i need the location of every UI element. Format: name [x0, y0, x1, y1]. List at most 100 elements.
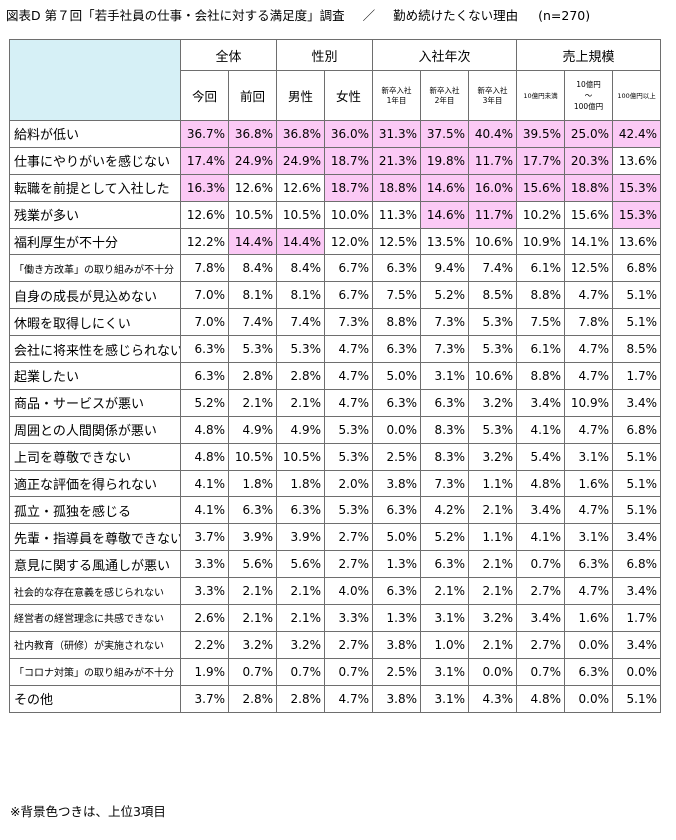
value-cell: 3.4% — [516, 496, 566, 525]
row-label: 孤立・孤独を感じる — [9, 496, 181, 525]
value-cell: 2.1% — [468, 550, 518, 579]
value-cell: 3.1% — [564, 442, 614, 471]
value-cell: 3.2% — [468, 604, 518, 632]
value-cell: 5.1% — [612, 684, 662, 713]
row-label: 社内教育（研修）が実施されない — [9, 630, 181, 659]
value-cell: 8.1% — [276, 281, 326, 310]
column-header-row: 今回 前回 男性 女性 新卒入社 1年目 新卒入社 2年目 新卒入社 3年目 10億円… — [10, 70, 662, 121]
value-cell: 1.0% — [420, 630, 470, 659]
value-cell: 3.1% — [420, 684, 470, 713]
value-cell: 4.8% — [180, 442, 229, 471]
value-cell: 7.3% — [420, 469, 470, 498]
value-cell: 5.0% — [372, 362, 422, 390]
table-row: 起業したい 6.3% 2.8% 2.8% 4.7% 5.0% 3.1% 10.6% 8.8% 4.… — [9, 362, 662, 390]
value-cell: 5.1% — [612, 281, 662, 310]
value-cell: 5.6% — [276, 550, 326, 579]
value-cell: 5.1% — [612, 496, 662, 525]
row-label: 会社に将来性を感じられない — [9, 335, 181, 364]
col-header-previous: 前回 — [227, 70, 278, 121]
table-row: 意見に関する風通しが悪い 3.3% 5.6% 5.6% 2.7% 1.3% 6.3% 2.1%… — [9, 550, 662, 579]
value-cell: 2.1% — [276, 604, 326, 632]
survey-name: 第７回「若手社員の仕事・会社に対する満足度」調査 — [44, 8, 345, 23]
value-cell: 6.1% — [516, 335, 566, 364]
value-cell: 1.1% — [468, 523, 518, 552]
value-cell: 8.1% — [227, 281, 278, 310]
col-header-sales-1b-10b: 10億円～ 100億円 — [564, 70, 614, 121]
value-cell: 7.0% — [180, 308, 229, 337]
value-cell: 14.4% — [276, 227, 326, 256]
value-cell: 10.9% — [516, 227, 566, 256]
row-label: 「働き方改革」の取り組みが不十分 — [9, 254, 181, 283]
table-row: 給料が低い 36.7% 36.8% 36.8% 36.0% 31.3% 37.5% 40.4%… — [9, 120, 662, 148]
table-row: 仕事にやりがいを感じない 17.4% 24.9% 24.9% 18.7% 21.3% 19.… — [9, 146, 662, 175]
value-cell: 1.9% — [180, 657, 229, 686]
value-cell: 40.4% — [468, 120, 518, 148]
footnote: ※背景色つきは、上位3項目 — [10, 804, 166, 819]
value-cell: 7.8% — [564, 308, 614, 337]
table-row: 福利厚生が不十分 12.2% 14.4% 14.4% 12.0% 12.5% 13.5% 10… — [9, 227, 662, 256]
value-cell: 8.8% — [516, 362, 566, 390]
value-cell: 4.7% — [564, 281, 614, 310]
value-cell: 20.3% — [564, 146, 614, 175]
value-cell: 7.0% — [180, 281, 229, 310]
value-cell: 25.0% — [564, 120, 614, 148]
value-cell: 8.8% — [372, 308, 422, 337]
value-cell: 2.1% — [227, 577, 278, 606]
value-cell: 0.0% — [372, 415, 422, 444]
table-row: 適正な評価を得られない 4.1% 1.8% 1.8% 2.0% 3.8% 7.3% 1.1% 4… — [9, 469, 662, 498]
value-cell: 37.5% — [420, 120, 470, 148]
value-cell: 7.5% — [372, 281, 422, 310]
value-cell: 3.8% — [372, 630, 422, 659]
value-cell: 1.7% — [612, 604, 662, 632]
value-cell: 4.7% — [324, 335, 374, 364]
col-header-current: 今回 — [180, 70, 229, 121]
value-cell: 10.5% — [276, 200, 326, 229]
value-cell: 0.0% — [564, 684, 614, 713]
col-header-year-1: 新卒入社 1年目 — [372, 70, 422, 121]
value-cell: 12.0% — [324, 227, 374, 256]
value-cell: 1.7% — [612, 362, 662, 390]
value-cell: 3.2% — [227, 630, 278, 659]
value-cell: 6.3% — [372, 254, 422, 283]
value-cell: 3.4% — [516, 388, 566, 417]
value-cell: 4.1% — [516, 415, 566, 444]
value-cell: 3.1% — [564, 523, 614, 552]
value-cell: 4.7% — [324, 388, 374, 417]
value-cell: 0.7% — [227, 657, 278, 686]
value-cell: 2.1% — [468, 630, 518, 659]
value-cell: 6.3% — [372, 388, 422, 417]
value-cell: 0.0% — [564, 630, 614, 659]
table-row: 会社に将来性を感じられない 6.3% 5.3% 5.3% 4.7% 6.3% 7.3% 5.3… — [9, 335, 662, 364]
value-cell: 6.3% — [564, 657, 614, 686]
value-cell: 3.2% — [468, 442, 518, 471]
value-cell: 4.3% — [468, 684, 518, 713]
figure-id: 図表D — [6, 8, 41, 23]
value-cell: 13.5% — [420, 227, 470, 256]
value-cell: 10.2% — [516, 200, 566, 229]
value-cell: 8.4% — [276, 254, 326, 283]
value-cell: 2.7% — [324, 523, 374, 552]
value-cell: 5.2% — [180, 388, 229, 417]
value-cell: 3.1% — [420, 362, 470, 390]
value-cell: 3.9% — [276, 523, 326, 552]
table-row: 商品・サービスが悪い 5.2% 2.1% 2.1% 4.7% 6.3% 6.3% 3.2% 3.… — [9, 388, 662, 417]
header-blank-cell — [9, 39, 181, 121]
value-cell: 15.3% — [612, 173, 662, 202]
value-cell: 5.0% — [372, 523, 422, 552]
value-cell: 2.7% — [324, 550, 374, 579]
value-cell: 6.8% — [612, 550, 662, 579]
table-row: 「コロナ対策」の取り組みが不十分 1.9% 0.7% 0.7% 0.7% 2.5% 3.1%… — [9, 657, 662, 686]
table-row: 社内教育（研修）が実施されない 2.2% 3.2% 3.2% 2.7% 3.8% 1.0% 2… — [9, 630, 662, 659]
value-cell: 4.1% — [180, 469, 229, 498]
value-cell: 5.1% — [612, 308, 662, 337]
value-cell: 24.9% — [276, 146, 326, 175]
value-cell: 14.6% — [420, 173, 470, 202]
value-cell: 6.3% — [420, 388, 470, 417]
row-label: その他 — [9, 684, 181, 713]
value-cell: 1.3% — [372, 550, 422, 579]
value-cell: 5.4% — [516, 442, 566, 471]
value-cell: 14.6% — [420, 200, 470, 229]
value-cell: 2.1% — [420, 577, 470, 606]
value-cell: 3.3% — [180, 577, 229, 606]
value-cell: 3.7% — [180, 523, 229, 552]
